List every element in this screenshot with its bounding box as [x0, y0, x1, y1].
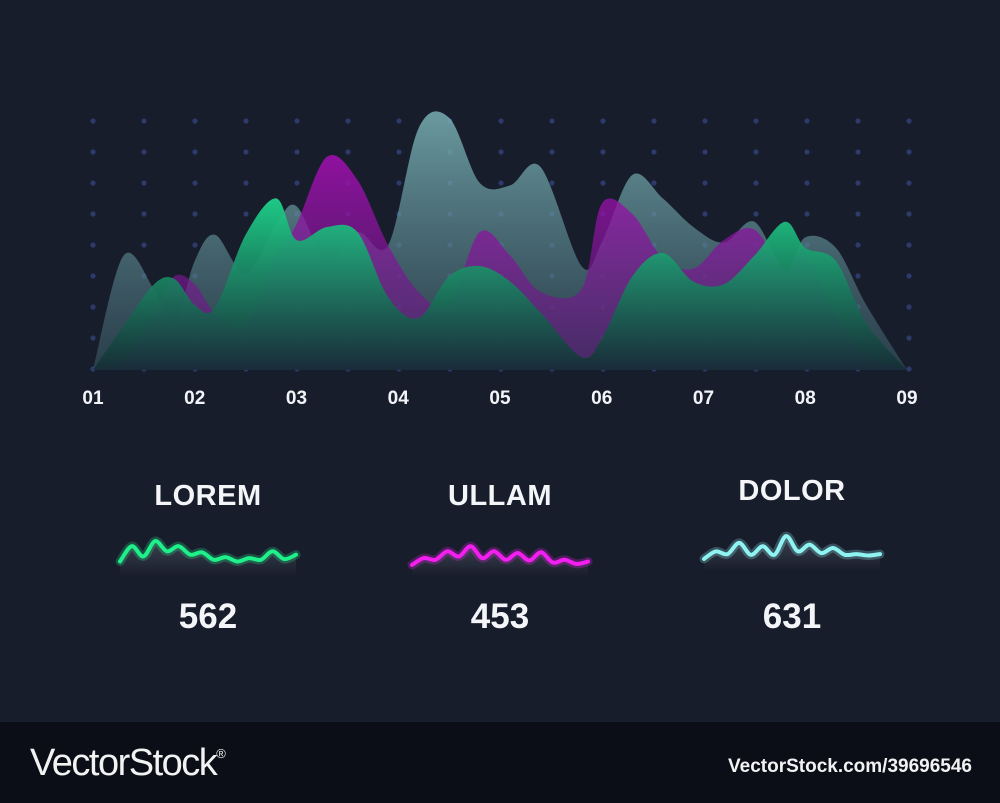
x-tick-label: 07: [692, 388, 715, 409]
grid-dot: [753, 118, 759, 124]
grid-dot: [804, 180, 810, 186]
grid-dot: [702, 180, 708, 186]
grid-dot: [243, 180, 249, 186]
grid-dot: [906, 366, 912, 372]
grid-dot: [396, 149, 402, 155]
grid-dot: [906, 211, 912, 217]
grid-dot: [906, 273, 912, 279]
sparkline-line: [118, 539, 298, 564]
grid-dot: [498, 118, 504, 124]
sparkline-fill: [412, 546, 588, 576]
grid-dot: [141, 242, 147, 248]
grid-dot: [855, 242, 861, 248]
grid-dot: [855, 180, 861, 186]
grid-dot: [498, 180, 504, 186]
grid-dot: [804, 149, 810, 155]
grid-dot: [549, 180, 555, 186]
x-tick-label: 02: [184, 388, 206, 409]
watermark-bar: VectorStock® VectorStock.com/39696546: [0, 722, 1000, 803]
grid-dot: [906, 180, 912, 186]
grid-dot: [192, 180, 198, 186]
sparkline-lorem: [115, 536, 301, 576]
grid-dot: [192, 149, 198, 155]
grid-dot: [702, 211, 708, 217]
grid-dot: [651, 149, 657, 155]
grid-dot: [141, 180, 147, 186]
grid-dot: [396, 180, 402, 186]
x-tick-label: 05: [489, 388, 511, 409]
grid-dot: [90, 304, 96, 310]
stat-label: ULLAM: [448, 480, 552, 512]
grid-dot: [345, 149, 351, 155]
x-tick-label: 04: [387, 388, 409, 409]
grid-dot: [906, 149, 912, 155]
grid-dot: [651, 180, 657, 186]
stat-value: 453: [470, 597, 530, 636]
grid-dot: [549, 118, 555, 124]
grid-dot: [90, 335, 96, 341]
sparkline-line: [702, 534, 882, 561]
grid-dot: [549, 149, 555, 155]
grid-dot: [294, 118, 300, 124]
grid-dot: [855, 211, 861, 217]
sparkline-ullam: [407, 541, 593, 576]
grid-dot: [804, 118, 810, 124]
watermark-image-id: VectorStock.com/39696546: [728, 756, 972, 777]
grid-dot: [192, 242, 198, 248]
sparkline-line: [410, 544, 590, 567]
grid-dot: [90, 273, 96, 279]
grid-dot: [498, 149, 504, 155]
grid-dot: [855, 149, 861, 155]
grid-dot: [855, 273, 861, 279]
grid-dot: [753, 211, 759, 217]
grid-dot: [651, 118, 657, 124]
area-series-3: [93, 198, 907, 370]
x-tick-label: 09: [896, 388, 918, 409]
grid-dot: [243, 211, 249, 217]
stat-label: LOREM: [154, 480, 262, 512]
grid-dot: [192, 118, 198, 124]
grid-dot: [90, 180, 96, 186]
grid-dot: [243, 118, 249, 124]
sparkline-fill: [704, 536, 880, 571]
grid-dot: [294, 180, 300, 186]
grid-dot: [855, 118, 861, 124]
stat-value: 631: [762, 597, 822, 636]
grid-dot: [90, 242, 96, 248]
grid-dot: [243, 149, 249, 155]
stat-label: DOLOR: [738, 475, 846, 507]
grid-dot: [396, 118, 402, 124]
grid-dot: [141, 149, 147, 155]
x-tick-label: 06: [591, 388, 613, 409]
grid-dot: [141, 118, 147, 124]
grid-dot: [90, 118, 96, 124]
grid-dot: [192, 211, 198, 217]
wave-area-chart: [90, 111, 912, 372]
grid-dot: [345, 118, 351, 124]
grid-dot: [906, 118, 912, 124]
grid-dot: [702, 118, 708, 124]
x-tick-label: 08: [794, 388, 816, 409]
grid-dot: [600, 149, 606, 155]
series-layer: [93, 111, 907, 370]
grid-dot: [906, 242, 912, 248]
grid-dot: [906, 304, 912, 310]
grid-dot: [90, 211, 96, 217]
grid-dot: [753, 149, 759, 155]
stat-value: 562: [178, 597, 238, 636]
grid-dot: [90, 149, 96, 155]
grid-dot: [804, 211, 810, 217]
grid-dot: [702, 149, 708, 155]
grid-dot: [906, 335, 912, 341]
grid-dot: [141, 211, 147, 217]
grid-dot: [753, 180, 759, 186]
x-tick-label: 01: [82, 388, 104, 409]
x-tick-label: 03: [285, 388, 308, 409]
grid-dot: [600, 180, 606, 186]
grid-dot: [294, 149, 300, 155]
grid-dot: [600, 118, 606, 124]
sparkline-dolor: [699, 531, 885, 571]
watermark-brand: VectorStock®: [30, 742, 226, 784]
